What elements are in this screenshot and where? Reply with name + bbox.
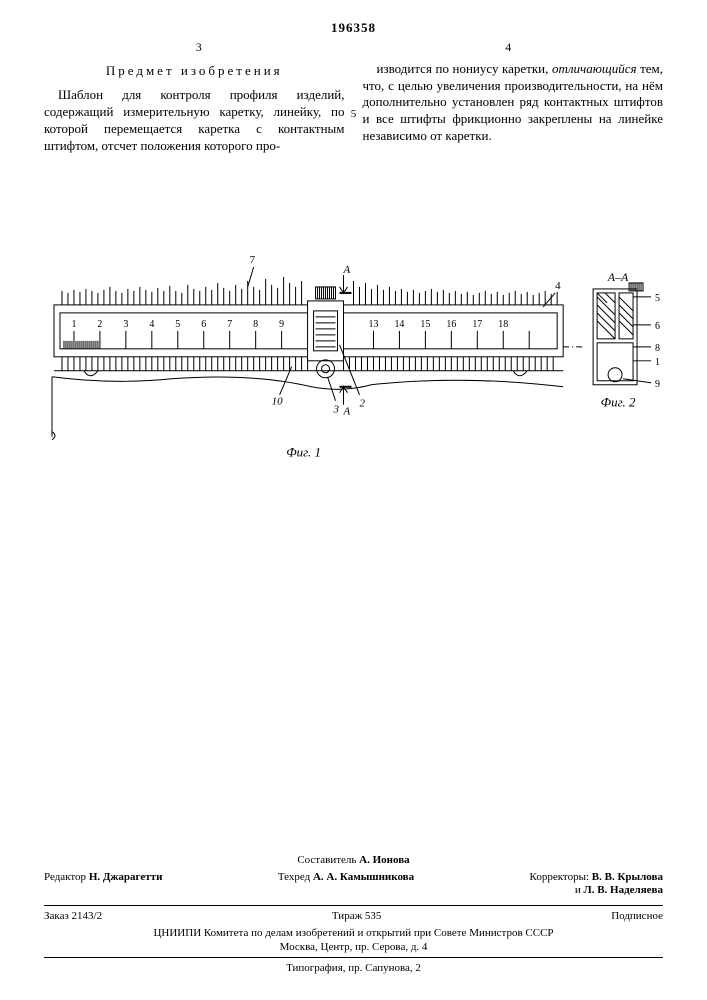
- leader-5: 5: [655, 293, 660, 304]
- leader-9: 9: [655, 379, 660, 390]
- tick-15: 15: [420, 319, 430, 330]
- leader-4: 4: [555, 280, 561, 292]
- fig1-caption: Фиг. 1: [286, 444, 321, 459]
- line-marker: 5: [351, 107, 357, 121]
- leader-8: 8: [655, 343, 660, 354]
- tick-3: 3: [123, 319, 128, 330]
- rule-1: [44, 905, 663, 906]
- page-num-right: 4: [354, 41, 664, 53]
- leader-2: 2: [359, 398, 365, 410]
- leader-10: 10: [272, 396, 283, 408]
- credits-block: Составитель А. Ионова Редактор Н. Джараг…: [44, 854, 663, 976]
- tick-16: 16: [446, 319, 456, 330]
- section-label: А–А: [607, 270, 629, 284]
- proof-conj: и: [575, 884, 581, 896]
- tick-8: 8: [253, 319, 258, 330]
- rule-2: [44, 957, 663, 958]
- right-body-prefix: изводится по нониусу каретки,: [377, 61, 552, 76]
- subject-title: Предмет изобретения: [44, 63, 345, 80]
- techred-name: А. А. Камышникова: [313, 871, 414, 883]
- doc-number: 196358: [44, 20, 663, 37]
- leader-7: 7: [250, 254, 256, 266]
- leader-3: 3: [333, 404, 340, 416]
- tirazh: Тираж 535: [332, 910, 382, 924]
- proof-label: Корректоры:: [530, 871, 589, 883]
- techred-label: Техред: [278, 871, 310, 883]
- section-A-bottom: А: [343, 406, 351, 418]
- leader-1: 1: [655, 357, 660, 368]
- fig2-caption: Фиг. 2: [601, 395, 636, 410]
- tick-5: 5: [175, 319, 180, 330]
- tick-18: 18: [498, 319, 508, 330]
- figure-svg: 1 2 3 4 5 6 7 8 9 13 14 15 16 17 18: [44, 245, 663, 535]
- figure-area: 1 2 3 4 5 6 7 8 9 13 14 15 16 17 18: [44, 245, 663, 535]
- leader-6: 6: [655, 321, 660, 332]
- proof-name-2: Л. В. Наделяева: [584, 884, 663, 896]
- tick-17: 17: [472, 319, 482, 330]
- proof-name-1: В. В. Крылова: [592, 871, 663, 883]
- org: ЦНИИПИ Комитета по делам изобретений и о…: [153, 927, 553, 939]
- tick-7: 7: [227, 319, 232, 330]
- tick-13: 13: [368, 319, 378, 330]
- section-A-top: А: [343, 264, 351, 276]
- order-number: Заказ 2143/2: [44, 910, 102, 924]
- editor-name: Н. Джарагетти: [89, 871, 163, 883]
- tick-14: 14: [394, 319, 404, 330]
- right-body: изводится по нониусу каретки, отличающий…: [363, 61, 664, 145]
- page-num-left: 3: [44, 41, 354, 53]
- typography: Типография, пр. Сапунова, 2: [44, 962, 663, 976]
- podpisnoe: Подписное: [611, 910, 663, 924]
- left-body: Шаблон для контроля профиля изделий, сод…: [44, 87, 345, 155]
- compiler-label: Составитель: [297, 854, 356, 866]
- tick-6: 6: [201, 319, 206, 330]
- compiler-name: А. Ионова: [359, 854, 410, 866]
- tick-1: 1: [71, 319, 76, 330]
- address: Москва, Центр, пр. Серова, д. 4: [280, 941, 428, 953]
- editor-label: Редактор: [44, 871, 86, 883]
- tick-2: 2: [97, 319, 102, 330]
- right-body-emph: отличающийся: [552, 61, 637, 76]
- tick-4: 4: [149, 319, 154, 330]
- tick-9: 9: [279, 319, 284, 330]
